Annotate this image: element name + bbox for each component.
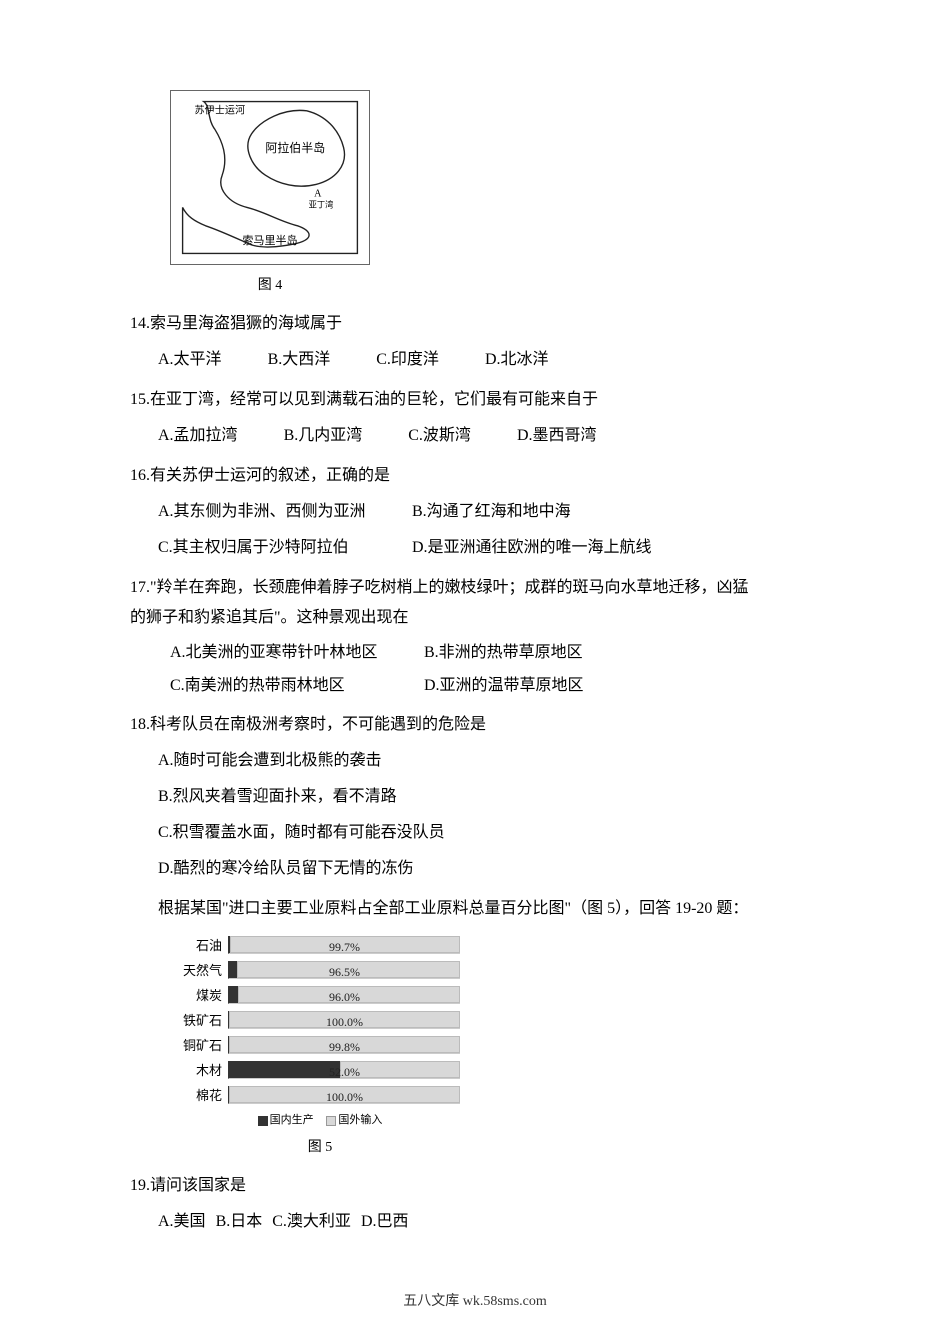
bar-value-label: 96.0%	[329, 987, 360, 1009]
bar-row: 棉花100.0%	[180, 1083, 460, 1107]
bar-label: 棉花	[180, 1084, 228, 1107]
label-a: A	[314, 188, 322, 199]
q17-options-row1: A.北美洲的亚寒带针叶林地区 B.非洲的热带草原地区	[170, 639, 820, 668]
bar-value-label: 99.7%	[329, 937, 360, 959]
bar-row: 铜矿石99.8%	[180, 1033, 460, 1057]
question-14: 14.索马里海盗猖獗的海域属于 A.太平洋 B.大西洋 C.印度洋 D.北冰洋	[130, 308, 820, 376]
q19-options: A.美国 B.日本 C.澳大利亚 D.巴西	[158, 1206, 820, 1238]
legend-label-domestic: 国内生产	[270, 1114, 314, 1126]
bar-value-label: 100.0%	[326, 1012, 363, 1034]
chart-legend: 国内生产 国外输入	[180, 1111, 460, 1131]
q14-options: A.太平洋 B.大西洋 C.印度洋 D.北冰洋	[158, 344, 820, 376]
q19-stem: 19.请问该国家是	[130, 1170, 820, 1202]
q18-stem: 18.科考队员在南极洲考察时，不可能遇到的危险是	[130, 709, 820, 741]
q15-options: A.孟加拉湾 B.几内亚湾 C.波斯湾 D.墨西哥湾	[158, 420, 820, 452]
bar-track: 96.0%	[228, 986, 460, 1004]
question-18: 18.科考队员在南极洲考察时，不可能遇到的危险是 A.随时可能会遭到北极熊的袭击…	[130, 709, 820, 885]
legend-swatch-import	[326, 1116, 336, 1126]
question-19: 19.请问该国家是 A.美国 B.日本 C.澳大利亚 D.巴西	[130, 1170, 820, 1238]
bar-segment-domestic	[229, 961, 237, 978]
bar-value-label: 100.0%	[326, 1087, 363, 1109]
bar-row: 木材52.0%	[180, 1058, 460, 1082]
question-17: 17."羚羊在奔跑，长颈鹿伸着脖子吃树梢上的嫩枝绿叶；成群的斑马向水草地迁移，凶…	[130, 572, 820, 604]
bar-label: 煤炭	[180, 984, 228, 1007]
q14-opt-d: D.北冰洋	[485, 344, 549, 376]
q14-opt-a: A.太平洋	[158, 344, 222, 376]
figure-4-map: 苏伊士运河 阿拉伯半岛 A 索马里半岛 亚丁湾	[170, 90, 370, 265]
chart-intro-text: 根据某国"进口主要工业原料占全部工业原料总量百分比图"（图 5），回答 19-2…	[158, 895, 820, 924]
q16-options-row1: A.其东侧为非洲、西侧为亚洲 B.沟通了红海和地中海	[158, 496, 820, 528]
bar-label: 木材	[180, 1059, 228, 1082]
q17-stem-line1: 17."羚羊在奔跑，长颈鹿伸着脖子吃树梢上的嫩枝绿叶；成群的斑马向水草地迁移，凶…	[130, 572, 820, 604]
q15-opt-d: D.墨西哥湾	[517, 420, 597, 452]
bar-label: 石油	[180, 934, 228, 957]
q15-opt-b: B.几内亚湾	[284, 420, 363, 452]
q15-opt-c: C.波斯湾	[408, 420, 471, 452]
bar-track: 52.0%	[228, 1061, 460, 1079]
q17-opt-b: B.非洲的热带草原地区	[424, 639, 583, 668]
figure-5-caption: 图 5	[180, 1135, 460, 1160]
q16-opt-c: C.其主权归属于沙特阿拉伯	[158, 532, 408, 564]
legend-label-import: 国外输入	[338, 1114, 382, 1126]
q18-opt-a: A.随时可能会遭到北极熊的袭击	[158, 745, 820, 777]
legend-swatch-domestic	[258, 1116, 268, 1126]
q16-stem: 16.有关苏伊士运河的叙述，正确的是	[130, 460, 820, 492]
bar-value-label: 52.0%	[329, 1062, 360, 1084]
label-arabia: 阿拉伯半岛	[265, 140, 325, 155]
map-svg: 苏伊士运河 阿拉伯半岛 A 索马里半岛 亚丁湾	[177, 97, 363, 258]
q14-opt-b: B.大西洋	[268, 344, 331, 376]
q16-options-row2: C.其主权归属于沙特阿拉伯 D.是亚洲通往欧洲的唯一海上航线	[158, 532, 820, 564]
bar-track: 99.8%	[228, 1036, 460, 1054]
bar-value-label: 96.5%	[329, 962, 360, 984]
bar-row: 煤炭96.0%	[180, 983, 460, 1007]
figure-5-chart: 石油99.7%天然气96.5%煤炭96.0%铁矿石100.0%铜矿石99.8%木…	[180, 933, 460, 1131]
bar-label: 铜矿石	[180, 1034, 228, 1057]
bar-label: 铁矿石	[180, 1009, 228, 1032]
bar-label: 天然气	[180, 959, 228, 982]
q14-stem: 14.索马里海盗猖獗的海域属于	[130, 308, 820, 340]
bar-segment-domestic	[229, 1061, 340, 1078]
bar-segment-domestic	[229, 986, 238, 1003]
q19-opt-c: C.澳大利亚	[272, 1206, 351, 1238]
label-somalia: 索马里半岛	[242, 233, 297, 247]
label-aden: 亚丁湾	[309, 199, 334, 209]
q17-options-row2: C.南美洲的热带雨林地区 D.亚洲的温带草原地区	[170, 672, 820, 701]
q17-opt-c: C.南美洲的热带雨林地区	[170, 672, 420, 701]
bar-track: 100.0%	[228, 1086, 460, 1104]
q16-opt-a: A.其东侧为非洲、西侧为亚洲	[158, 496, 408, 528]
q18-opt-c: C.积雪覆盖水面，随时都有可能吞没队员	[158, 817, 820, 849]
q19-opt-a: A.美国	[158, 1206, 206, 1238]
q19-opt-b: B.日本	[216, 1206, 263, 1238]
q17-opt-d: D.亚洲的温带草原地区	[424, 672, 584, 701]
label-suez: 苏伊士运河	[195, 104, 246, 117]
q19-opt-d: D.巴西	[361, 1206, 409, 1238]
q15-opt-a: A.孟加拉湾	[158, 420, 238, 452]
bar-row: 石油99.7%	[180, 933, 460, 957]
q14-opt-c: C.印度洋	[376, 344, 439, 376]
q16-opt-b: B.沟通了红海和地中海	[412, 496, 571, 528]
question-15: 15.在亚丁湾，经常可以见到满载石油的巨轮，它们最有可能来自于 A.孟加拉湾 B…	[130, 384, 820, 452]
q17-stem-line2: 的狮子和豹紧追其后"。这种景观出现在	[130, 604, 820, 633]
q15-stem: 15.在亚丁湾，经常可以见到满载石油的巨轮，它们最有可能来自于	[130, 384, 820, 416]
q17-opt-a: A.北美洲的亚寒带针叶林地区	[170, 639, 420, 668]
q18-opt-b: B.烈风夹着雪迎面扑来，看不清路	[158, 781, 820, 813]
bar-track: 96.5%	[228, 961, 460, 979]
q18-opt-d: D.酷烈的寒冷给队员留下无情的冻伤	[158, 853, 820, 885]
q18-options: A.随时可能会遭到北极熊的袭击 B.烈风夹着雪迎面扑来，看不清路 C.积雪覆盖水…	[158, 745, 820, 885]
bar-value-label: 99.8%	[329, 1037, 360, 1059]
figure-4-caption: 图 4	[170, 273, 370, 298]
bar-row: 天然气96.5%	[180, 958, 460, 982]
bar-track: 99.7%	[228, 936, 460, 954]
bar-track: 100.0%	[228, 1011, 460, 1029]
q16-opt-d: D.是亚洲通往欧洲的唯一海上航线	[412, 532, 652, 564]
bar-row: 铁矿石100.0%	[180, 1008, 460, 1032]
page-footer: 五八文库 wk.58sms.com	[0, 1289, 950, 1314]
question-16: 16.有关苏伊士运河的叙述，正确的是 A.其东侧为非洲、西侧为亚洲 B.沟通了红…	[130, 460, 820, 564]
